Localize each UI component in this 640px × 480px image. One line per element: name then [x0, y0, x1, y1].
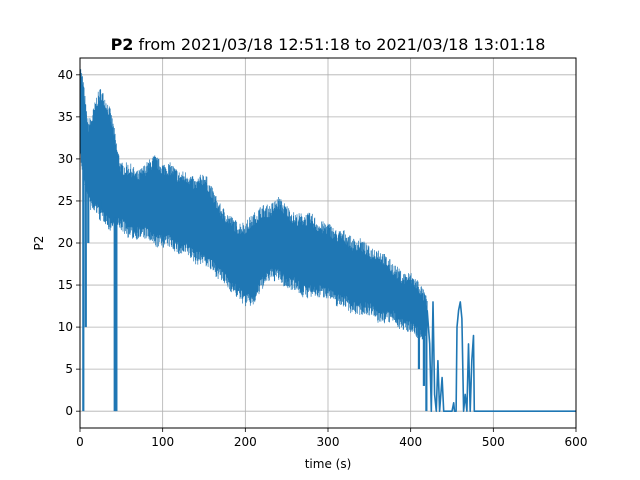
noise-strokes [80, 69, 428, 340]
series-tail-line [426, 301, 576, 413]
y-tick-label: 40 [58, 68, 73, 82]
y-tick-label: 25 [58, 194, 73, 208]
y-tick-label: 10 [58, 320, 73, 334]
series-spikes [82, 167, 428, 412]
x-tick-label: 100 [151, 435, 174, 449]
x-tick-label: 500 [482, 435, 505, 449]
series-group [80, 69, 576, 413]
y-axis-ticks: 0 5 10 15 20 25 30 35 40 [58, 68, 80, 418]
series-noise-texture [80, 69, 428, 340]
x-tick-label: 400 [399, 435, 422, 449]
y-tick-label: 0 [65, 404, 73, 418]
x-axis-label: time (s) [305, 457, 352, 471]
chart-title-bold: P2 [111, 35, 134, 54]
x-tick-label: 200 [234, 435, 257, 449]
y-tick-label: 15 [58, 278, 73, 292]
chart-title: P2 from 2021/03/18 12:51:18 to 2021/03/1… [111, 35, 546, 54]
y-tick-label: 20 [58, 236, 73, 250]
y-axis-label: P2 [32, 236, 46, 251]
chart-title-rest: from 2021/03/18 12:51:18 to 2021/03/18 1… [133, 35, 545, 54]
y-tick-label: 35 [58, 110, 73, 124]
y-tick-label: 30 [58, 152, 73, 166]
x-tick-label: 600 [565, 435, 588, 449]
y-tick-label: 5 [65, 362, 73, 376]
x-tick-label: 0 [76, 435, 84, 449]
x-axis-ticks: 0 100 200 300 400 500 600 [76, 428, 587, 449]
x-tick-label: 300 [317, 435, 340, 449]
